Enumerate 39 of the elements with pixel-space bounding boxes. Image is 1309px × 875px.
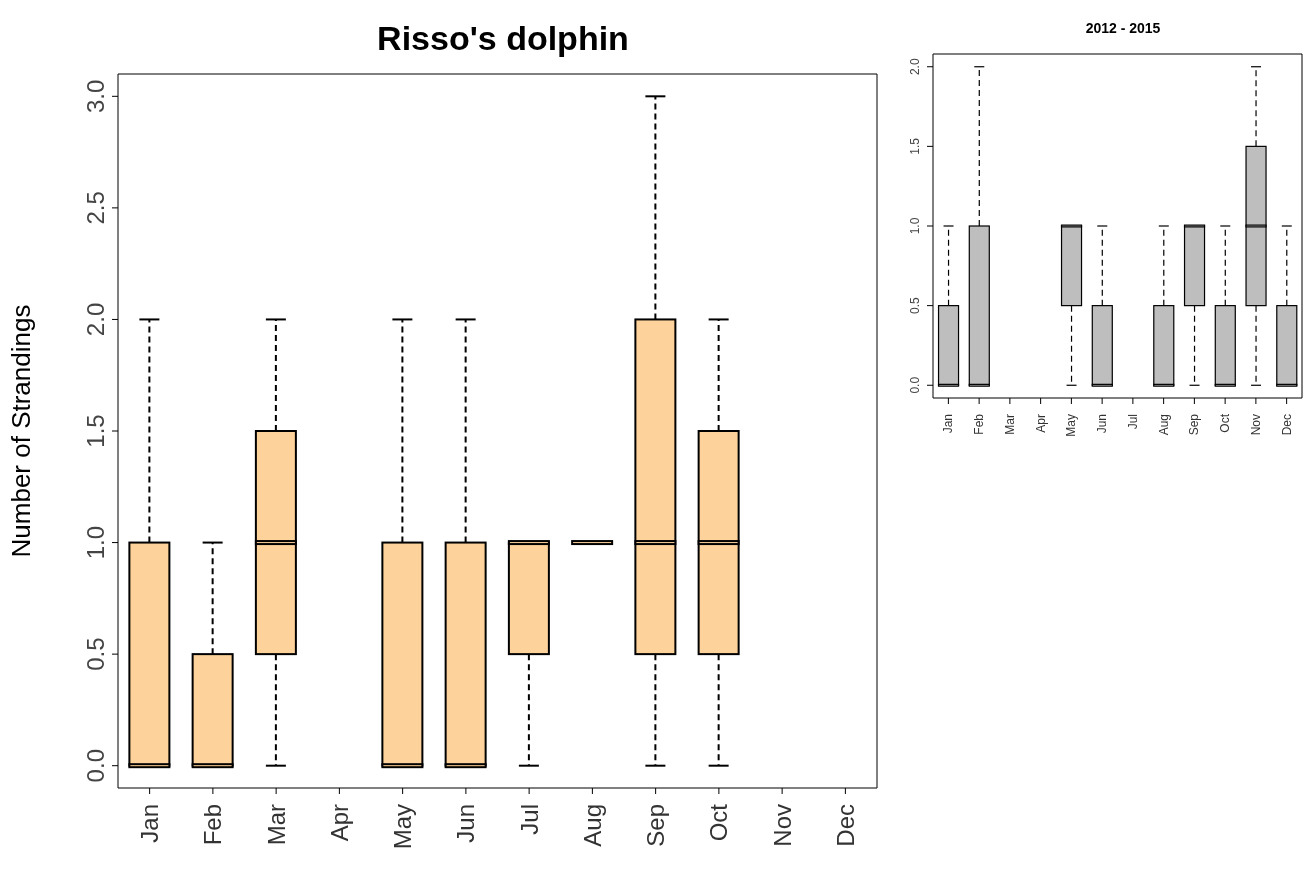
x-tick-label: May — [389, 804, 417, 850]
x-tick-label: Dec — [1279, 414, 1294, 436]
y-tick-label: 1.0 — [908, 217, 922, 235]
x-tick-label: Jun — [452, 804, 480, 843]
x-tick-label: Apr — [325, 804, 353, 842]
y-tick-label: 2.0 — [908, 58, 922, 76]
y-tick-label: 2.0 — [82, 302, 109, 337]
x-tick-label: Oct — [1218, 413, 1233, 433]
x-tick-label: Sep — [1187, 413, 1202, 436]
x-tick-label: Mar — [1002, 414, 1017, 435]
y-tick-label: 0.5 — [908, 296, 922, 314]
x-tick-label: Aug — [578, 804, 606, 847]
x-tick-label: Jan — [136, 804, 164, 843]
x-tick-label: Nov — [768, 804, 796, 847]
y-tick-label: 0.0 — [908, 376, 922, 394]
x-tick-label: Apr — [1033, 414, 1048, 433]
x-tick-label: Aug — [1156, 414, 1171, 436]
x-tick-label: Dec — [831, 804, 859, 847]
y-tick-label: 1.5 — [82, 414, 109, 448]
y-tick-label: 1.0 — [82, 525, 109, 560]
x-tick-label: Oct — [705, 803, 733, 842]
x-tick-label: Jan — [941, 414, 956, 434]
x-tick-label: Feb — [199, 804, 227, 846]
y-tick-label: 3.0 — [82, 79, 109, 113]
x-tick-label: Nov — [1248, 414, 1263, 436]
x-tick-label: Jul — [515, 804, 543, 835]
chart-title: 2012 - 2015 — [1084, 19, 1162, 38]
y-tick-label: 0.0 — [82, 749, 109, 783]
x-tick-label: Jun — [1095, 414, 1110, 434]
y-tick-label: 2.5 — [82, 191, 109, 225]
x-tick-label: Feb — [972, 413, 987, 435]
x-tick-label: May — [1064, 414, 1079, 437]
y-axis-title: Number of Strandings — [6, 304, 37, 558]
x-tick-label: Jul — [1125, 414, 1140, 430]
x-tick-label: Sep — [642, 804, 670, 847]
chart-title: Risso's dolphin — [376, 17, 630, 59]
x-tick-label: Mar — [262, 804, 290, 846]
y-tick-label: 0.5 — [82, 637, 109, 671]
y-tick-label: 1.5 — [908, 137, 922, 155]
